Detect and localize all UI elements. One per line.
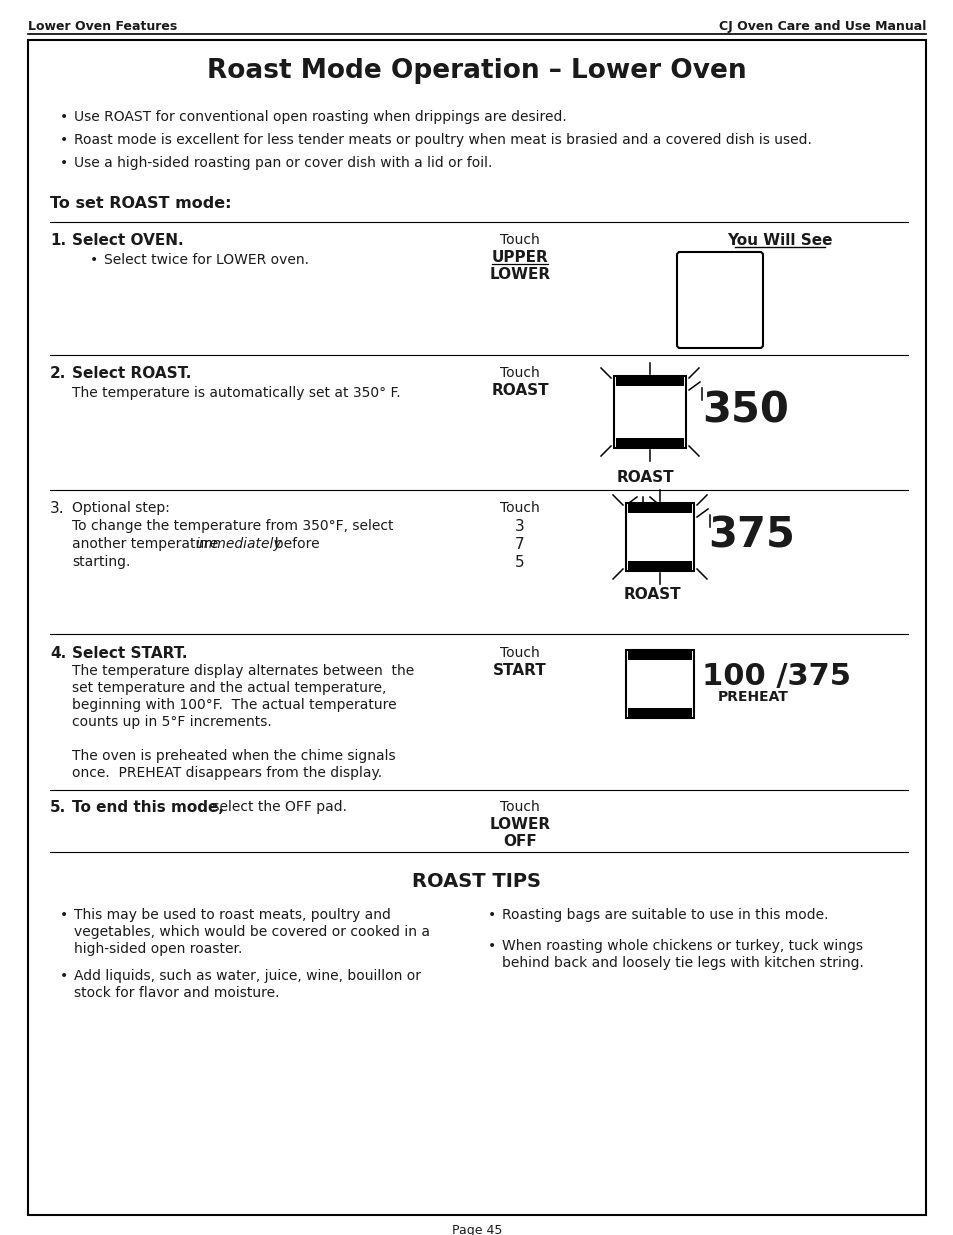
Text: You Will See: You Will See: [726, 233, 832, 248]
Text: When roasting whole chickens or turkey, tuck wings: When roasting whole chickens or turkey, …: [501, 939, 862, 953]
Bar: [625, 650, 693, 718]
Text: Select START.: Select START.: [71, 646, 188, 661]
Text: Use ROAST for conventional open roasting when drippings are desired.: Use ROAST for conventional open roasting…: [74, 110, 566, 124]
Text: 2.: 2.: [50, 366, 67, 382]
Bar: [625, 503, 693, 571]
Text: 375: 375: [707, 514, 794, 556]
Text: Roasting bags are suitable to use in this mode.: Roasting bags are suitable to use in thi…: [501, 908, 827, 923]
Bar: [627, 651, 691, 659]
Text: This may be used to roast meats, poultry and: This may be used to roast meats, poultry…: [74, 908, 391, 923]
Text: 3: 3: [515, 519, 524, 534]
Text: Page 45: Page 45: [452, 1224, 501, 1235]
Text: stock for flavor and moisture.: stock for flavor and moisture.: [74, 986, 279, 1000]
Text: The temperature display alternates between  the: The temperature display alternates betwe…: [71, 664, 414, 678]
Text: Touch: Touch: [499, 646, 539, 659]
Text: START: START: [493, 663, 546, 678]
Text: •: •: [60, 908, 69, 923]
Text: 350: 350: [701, 389, 788, 431]
Text: ROAST TIPS: ROAST TIPS: [412, 872, 541, 890]
Bar: [616, 438, 683, 447]
Text: Select twice for LOWER oven.: Select twice for LOWER oven.: [104, 253, 309, 267]
Text: Add liquids, such as water, juice, wine, bouillon or: Add liquids, such as water, juice, wine,…: [74, 969, 420, 983]
Text: immediately: immediately: [195, 537, 282, 551]
Text: counts up in 5°F increments.: counts up in 5°F increments.: [71, 715, 272, 729]
Text: OFF: OFF: [502, 834, 537, 848]
Text: Touch: Touch: [499, 366, 539, 380]
Text: beginning with 100°F.  The actual temperature: beginning with 100°F. The actual tempera…: [71, 698, 396, 713]
Text: 5: 5: [515, 555, 524, 571]
Text: select the OFF pad.: select the OFF pad.: [208, 800, 347, 814]
Text: Touch: Touch: [499, 501, 539, 515]
FancyBboxPatch shape: [677, 252, 762, 348]
Text: Touch: Touch: [499, 800, 539, 814]
Text: •: •: [60, 133, 69, 147]
Text: •: •: [60, 110, 69, 124]
Text: behind back and loosely tie legs with kitchen string.: behind back and loosely tie legs with ki…: [501, 956, 863, 969]
Text: UPPER: UPPER: [491, 249, 548, 266]
Text: •: •: [60, 156, 69, 170]
Bar: [627, 708, 691, 718]
Bar: [627, 504, 691, 513]
Text: •: •: [60, 969, 69, 983]
Text: ROAST: ROAST: [491, 383, 548, 398]
Text: 100 /375: 100 /375: [701, 662, 850, 690]
Text: To change the temperature from 350°F, select: To change the temperature from 350°F, se…: [71, 519, 393, 534]
Text: The temperature is automatically set at 350° F.: The temperature is automatically set at …: [71, 387, 400, 400]
Text: set temperature and the actual temperature,: set temperature and the actual temperatu…: [71, 680, 386, 695]
Text: The oven is preheated when the chime signals: The oven is preheated when the chime sig…: [71, 748, 395, 763]
Text: Use a high-sided roasting pan or cover dish with a lid or foil.: Use a high-sided roasting pan or cover d…: [74, 156, 492, 170]
Text: Roast Mode Operation – Lower Oven: Roast Mode Operation – Lower Oven: [207, 58, 746, 84]
Text: 4.: 4.: [50, 646, 66, 661]
Text: To end this mode,: To end this mode,: [71, 800, 224, 815]
Text: another temperature: another temperature: [71, 537, 222, 551]
Text: •: •: [488, 908, 496, 923]
Text: Optional step:: Optional step:: [71, 501, 170, 515]
Text: high-sided open roaster.: high-sided open roaster.: [74, 942, 242, 956]
Text: 1.: 1.: [50, 233, 66, 248]
Text: Touch: Touch: [499, 233, 539, 247]
Text: Lower Oven Features: Lower Oven Features: [28, 20, 177, 33]
Text: before: before: [266, 537, 319, 551]
Text: Roast mode is excellent for less tender meats or poultry when meat is brasied an: Roast mode is excellent for less tender …: [74, 133, 811, 147]
Bar: [614, 375, 685, 448]
Text: LOWER: LOWER: [489, 818, 550, 832]
Text: •: •: [90, 253, 98, 267]
Text: 3.: 3.: [50, 501, 65, 516]
Text: PREHEAT: PREHEAT: [718, 690, 788, 704]
Bar: [627, 561, 691, 571]
Text: To set ROAST mode:: To set ROAST mode:: [50, 196, 232, 211]
Text: Select ROAST.: Select ROAST.: [71, 366, 192, 382]
Text: 5.: 5.: [50, 800, 66, 815]
Text: Select OVEN.: Select OVEN.: [71, 233, 183, 248]
Text: vegetables, which would be covered or cooked in a: vegetables, which would be covered or co…: [74, 925, 430, 939]
Text: starting.: starting.: [71, 555, 131, 569]
Text: once.  PREHEAT disappears from the display.: once. PREHEAT disappears from the displa…: [71, 766, 382, 781]
Bar: [616, 377, 683, 387]
Text: ROAST: ROAST: [616, 471, 673, 485]
Text: •: •: [488, 939, 496, 953]
Text: ROAST: ROAST: [622, 587, 680, 601]
Text: LOWER: LOWER: [489, 267, 550, 282]
Text: 7: 7: [515, 537, 524, 552]
Text: CJ Oven Care and Use Manual: CJ Oven Care and Use Manual: [718, 20, 925, 33]
